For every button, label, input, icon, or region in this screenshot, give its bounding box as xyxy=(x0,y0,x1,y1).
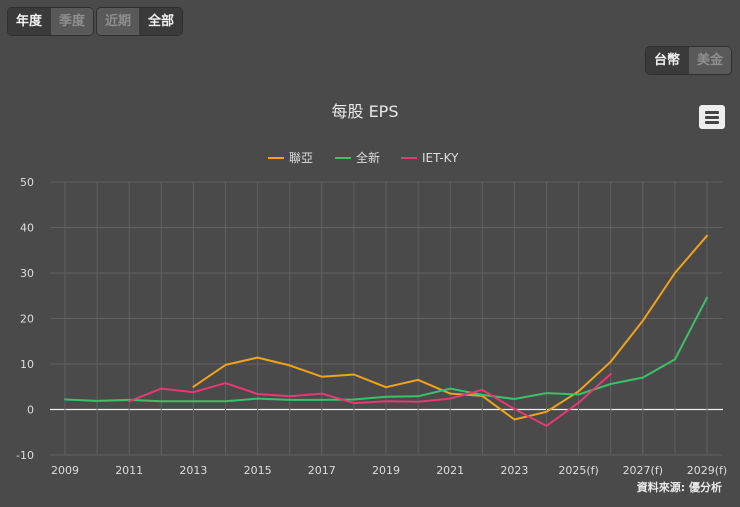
x-tick-label: 2019 xyxy=(372,464,400,477)
chart-title: 每股 EPS xyxy=(331,102,398,121)
x-tick-label: 2009 xyxy=(51,464,79,477)
y-tick-label: 10 xyxy=(20,358,34,371)
legend-item-label[interactable]: 聯亞 xyxy=(289,151,313,165)
x-tick-label: 2011 xyxy=(115,464,143,477)
tab-all[interactable]: 全部 xyxy=(140,8,183,35)
x-tick-label: 2023 xyxy=(500,464,528,477)
y-tick-label: 30 xyxy=(20,267,34,280)
legend: 聯亞 全新 IET-KY xyxy=(268,150,459,165)
x-tick-label: 2029(f) xyxy=(687,464,727,477)
y-axis-labels: -10 0 10 20 30 40 50 xyxy=(16,176,34,462)
period-toggle: 年度 季度 xyxy=(7,7,95,36)
tab-usd[interactable]: 美金 xyxy=(689,47,732,74)
legend-item-label[interactable]: 全新 xyxy=(356,150,380,165)
x-tick-label: 2021 xyxy=(436,464,464,477)
series-lines xyxy=(64,234,708,427)
x-tick-label: 2017 xyxy=(308,464,336,477)
y-tick-label: 20 xyxy=(20,313,34,326)
y-tick-label: 40 xyxy=(20,222,34,235)
y-tick-label: 0 xyxy=(27,404,34,417)
tab-recent[interactable]: 近期 xyxy=(97,8,141,35)
currency-toggle: 台幣 美金 xyxy=(645,46,733,75)
tab-quarterly[interactable]: 季度 xyxy=(51,8,94,35)
series-line-1[interactable] xyxy=(64,296,708,403)
legend-item-label[interactable]: IET-KY xyxy=(422,151,459,165)
range-toggle: 近期 全部 xyxy=(96,7,184,36)
y-tick-label: 50 xyxy=(20,176,34,189)
series-line-2[interactable] xyxy=(128,373,612,427)
source-credit: 資料來源: 優分析 xyxy=(637,480,722,494)
grid-lines xyxy=(50,181,723,456)
x-tick-label: 2015 xyxy=(244,464,272,477)
hamburger-menu-icon[interactable] xyxy=(699,105,725,129)
tab-annual[interactable]: 年度 xyxy=(8,8,52,35)
y-tick-label: -10 xyxy=(16,449,34,462)
series-line-0[interactable] xyxy=(192,234,708,421)
x-tick-label: 2025(f) xyxy=(558,464,598,477)
x-axis-labels: 2009 2011 2013 2015 2017 2019 2021 2023 2025(f) 2… xyxy=(51,464,727,477)
tab-twd[interactable]: 台幣 xyxy=(646,47,690,74)
x-tick-label: 2027(f) xyxy=(623,464,663,477)
x-tick-label: 2013 xyxy=(179,464,207,477)
